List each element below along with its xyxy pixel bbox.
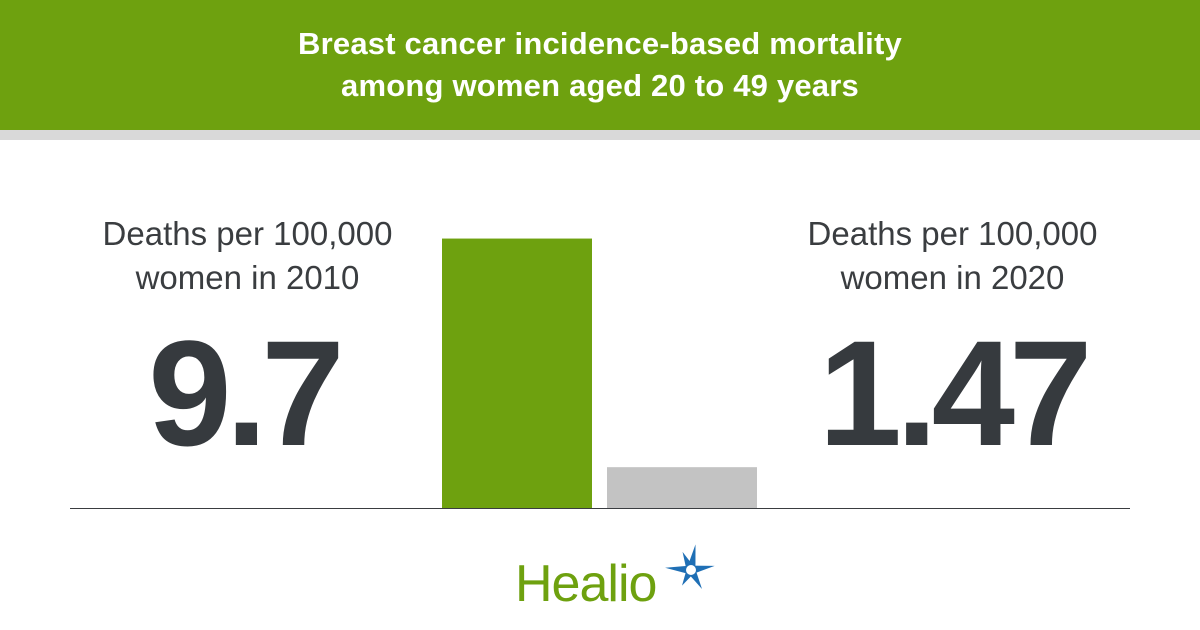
stat-2020-label-line-1: Deaths per 100,000	[807, 215, 1098, 252]
baseline-right	[775, 508, 1130, 509]
healio-logo: Healio	[515, 540, 725, 613]
stat-2010-label-line-1: Deaths per 100,000	[102, 215, 393, 252]
chart-title-line-1: Breast cancer incidence-based mortality	[298, 26, 902, 61]
stat-2010-value: 9.7	[148, 309, 345, 477]
bar-chart	[425, 238, 775, 509]
stat-2020: Deaths per 100,000 women in 2020 1.47	[775, 212, 1130, 468]
star-ray	[665, 565, 692, 575]
star-center	[686, 565, 696, 575]
stat-2010-label-line-2: women in 2010	[135, 259, 360, 296]
chart-title-line-2: among women aged 20 to 49 years	[341, 68, 859, 103]
stat-2020-value: 1.47	[818, 309, 1093, 477]
stat-2010: Deaths per 100,000 women in 2010 9.7	[70, 212, 425, 468]
banner-divider	[0, 130, 1200, 140]
baseline-left	[70, 508, 425, 509]
header-banner: Breast cancer incidence-based mortality …	[0, 0, 1200, 130]
star-burst-icon	[665, 544, 715, 590]
stat-2020-label-line-2: women in 2020	[840, 259, 1065, 296]
bar-2020	[607, 467, 757, 508]
bar-2010	[442, 238, 592, 509]
logo-wordmark: Healio	[515, 555, 657, 613]
